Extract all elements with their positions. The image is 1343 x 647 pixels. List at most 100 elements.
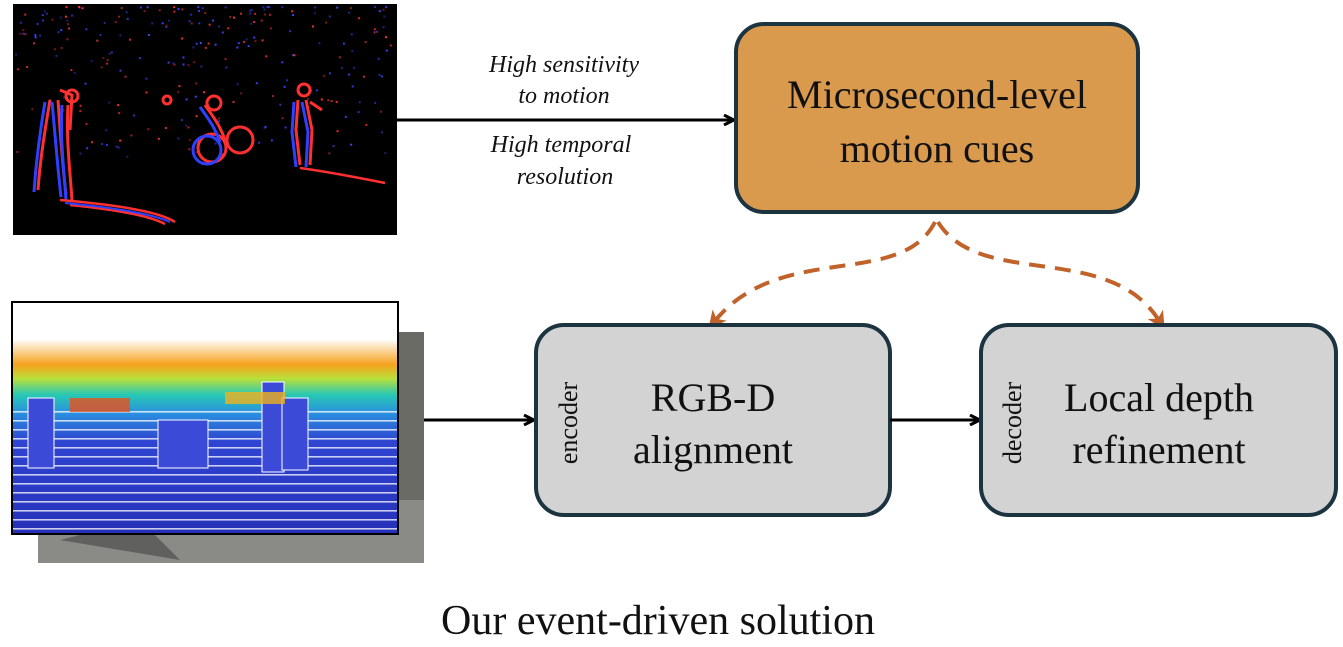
event-noise-dot [351,50,354,53]
event-noise-dot [195,115,198,118]
event-noise-dot [247,45,250,48]
event-noise-dot [322,74,325,77]
event-noise-dot [57,31,60,34]
event-noise-dot [384,152,387,155]
event-noise-dot [66,19,69,22]
note-sensitivity-line2: to motion [518,83,609,109]
event-noise-dot [34,34,37,37]
event-noise-dot [342,42,345,45]
event-noise-dot [217,25,220,28]
event-noise-dot [380,75,383,78]
event-camera-frame-icon [13,4,397,235]
event-noise-dot [382,26,385,29]
event-noise-dot [315,89,318,92]
event-noise-dot [260,19,263,22]
decoder-side-label: decoder [998,382,1027,465]
note-temporal-line1: High temporal [490,132,632,158]
event-noise-dot [158,9,161,12]
event-noise-dot [250,9,253,11]
event-noise-dot [193,61,196,64]
event-noise-dot [173,63,176,66]
event-noise-dot [178,85,181,88]
event-noise-dot [119,139,122,142]
event-noise-dot [233,16,235,19]
event-noise-dot [198,22,201,25]
event-noise-dot [374,101,377,104]
event-noise-dot [325,21,327,24]
event-noise-dot [314,6,317,9]
event-noise-dot [227,27,230,30]
event-noise-dot [240,12,243,15]
event-noise-dot [146,6,149,9]
event-noise-dot [327,99,330,102]
event-noise-dot [19,32,22,35]
event-noise-dot [318,42,321,45]
event-noise-dot [313,12,316,15]
event-noise-dot [70,69,73,71]
event-noise-dot [286,79,288,82]
event-noise-dot [362,75,365,78]
event-noise-dot [96,39,99,42]
event-noise-dot [124,75,127,78]
event-noise-dot [229,15,232,18]
encoder-side-label: encoder [554,382,583,465]
event-noise-dot [269,27,272,30]
event-noise-dot [106,59,109,61]
event-noise-dot [62,109,65,112]
event-noise-dot [263,126,266,129]
event-noise-dot [190,22,193,25]
event-noise-dot [41,14,44,17]
event-noise-dot [264,125,267,128]
event-noise-dot [181,37,184,40]
event-noise-dot [351,85,354,88]
event-noise-dot [291,10,294,13]
note-temporal-line2: resolution [517,164,613,190]
event-noise-dot [221,153,223,156]
event-noise-dot [20,21,23,24]
event-noise-dot [182,63,185,66]
event-noise-dot [185,124,188,127]
event-noise-dot [263,8,266,11]
encoder-box: encoder RGB-D alignment [534,323,892,517]
event-noise-dot [389,44,392,47]
event-noise-dot [245,38,248,41]
event-noise-dot [250,22,253,25]
depth-silhouettes [27,381,309,473]
event-noise-dot [108,52,111,55]
event-noise-dot [119,34,122,37]
event-noise-dot [164,127,167,129]
cyclist-events [161,94,255,166]
event-noise-dot [43,10,46,13]
event-noise-dot [157,137,160,140]
motion-cues-box: Microsecond-level motion cues [734,22,1140,214]
event-noise-dot [85,122,88,125]
event-noise-dot [118,15,120,18]
event-noise-dot [385,49,388,52]
pedestrian-events-left [32,88,80,201]
event-noise-dot [306,97,309,100]
event-noise-dot [254,40,257,43]
event-noise-dot [224,6,227,9]
event-noise-dot [99,34,102,36]
event-noise-dot [291,54,294,57]
event-noise-dot [338,56,341,59]
shadow-events [59,166,386,226]
event-noise-dot [208,23,211,26]
event-noise-dot [125,11,128,14]
event-noise-dot [118,112,121,115]
event-noise-dot [261,39,264,42]
event-noise-dot [281,6,284,9]
event-noise-dot [64,15,67,18]
event-noise-dot [262,6,265,9]
figure-caption: Our event-driven solution [441,598,875,644]
event-noise-dot [320,98,323,101]
event-noise-dot [353,66,355,69]
event-noise-dot [265,55,268,58]
event-noise-dot [22,32,25,35]
event-noise-dot [330,100,333,103]
event-noise-dot [54,48,56,51]
event-noise-dot [84,82,87,85]
event-noise-dot [81,7,84,10]
event-noise-dot [364,41,367,44]
